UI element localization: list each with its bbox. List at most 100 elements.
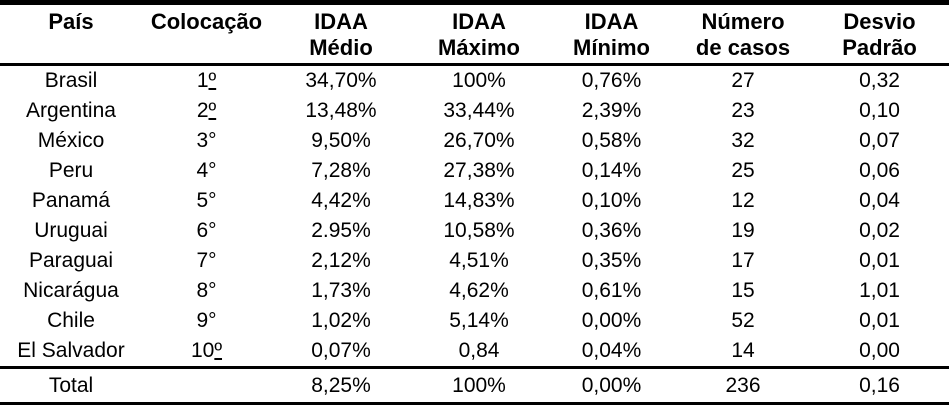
cell-idaa-minimo: 0,58% [581,129,642,152]
cell-desvio-padrao: 0,07 [859,129,900,152]
cell-idaa-medio: 34,70% [305,69,377,92]
total-colocacao [142,366,271,405]
table-row: Brasil 1º 34,70% 100% 0,76% 27 0,32 [0,65,949,97]
cell-numero-casos: 14 [731,339,755,362]
total-idaa-medio: 8,25% [271,366,411,405]
header-line: Colocação [150,9,263,34]
table-row: Panamá 5° 4,42% 14,83% 0,10% 12 0,04 [0,186,949,216]
header-line: Médio [309,35,373,60]
cell-numero-casos: 27 [731,69,755,92]
cell-numero-casos: 32 [731,129,755,152]
cell-colocacao: 3° [196,129,217,152]
cell-idaa-maximo: 0,84 [458,339,500,362]
cell-idaa-minimo: 0,00% [581,309,642,332]
table-row: Peru 4° 7,28% 27,38% 0,14% 25 0,06 [0,156,949,186]
total-idaa-minimo: 0,00% [547,366,676,405]
table-row: Uruguai 6° 2.95% 10,58% 0,36% 19 0,02 [0,216,949,246]
cell-idaa-medio: 1,73% [311,279,371,302]
table-row: Nicarágua 8° 1,73% 4,62% 0,61% 15 1,01 [0,276,949,306]
table-footer: Total 8,25% 100% 0,00% 236 0,16 [0,366,949,405]
cell-colocacao: 1º [196,69,217,92]
header-line: Mínimo [573,35,650,60]
cell-colocacao: 8° [196,279,217,302]
cell-desvio-padrao: 0,06 [859,159,900,182]
cell-numero-casos: 25 [731,159,755,182]
ordinal-indicator: º [214,339,223,362]
cell-idaa-maximo: 10,58% [443,219,515,242]
cell-idaa-maximo: 5,14% [449,309,509,332]
cell-numero-casos: 19 [731,219,755,242]
cell-idaa-maximo: 26,70% [443,129,515,152]
ordinal-indicator: º [208,69,217,92]
cell-desvio-padrao: 0,02 [859,219,900,242]
table-row: México 3° 9,50% 26,70% 0,58% 32 0,07 [0,126,949,156]
cell-idaa-medio: 2.95% [311,219,371,242]
cell-pais: Chile [47,309,95,332]
table-row: Argentina 2º 13,48% 33,44% 2,39% 23 0,10 [0,96,949,126]
cell-idaa-minimo: 0,14% [581,159,642,182]
cell-numero-casos: 12 [731,189,755,212]
cell-idaa-minimo: 0,10% [581,189,642,212]
column-header-numero-de-casos: Número de casos [676,2,810,66]
cell-idaa-maximo: 14,83% [443,189,515,212]
cell-pais: Argentina [26,99,116,122]
total-idaa-maximo: 100% [411,366,547,405]
cell-idaa-medio: 1,02% [311,309,371,332]
cell-idaa-maximo: 27,38% [443,159,515,182]
column-header-colocacao: Colocação [142,2,271,66]
cell-desvio-padrao: 0,04 [859,189,900,212]
total-label: Total [0,366,142,405]
cell-pais: México [37,129,105,152]
cell-idaa-medio: 0,07% [311,339,371,362]
total-desvio-padrao: 0,16 [810,366,949,405]
cell-colocacao: 7° [196,249,217,272]
header-row: País Colocação IDAA Médio IDAA Máximo ID… [0,2,949,66]
table-row: El Salvador 10º 0,07% 0,84 0,04% 14 0,00 [0,336,949,368]
table-body: Brasil 1º 34,70% 100% 0,76% 27 0,32 Arge… [0,65,949,368]
cell-idaa-maximo: 100% [452,69,506,92]
cell-colocacao: 5° [196,189,217,212]
cell-desvio-padrao: 0,01 [859,309,900,332]
total-numero-casos: 236 [676,366,810,405]
cell-desvio-padrao: 1,01 [859,279,900,302]
cell-idaa-minimo: 0,35% [581,249,642,272]
cell-colocacao: 9° [196,309,217,332]
cell-idaa-minimo: 2,39% [581,99,642,122]
ordinal-indicator: º [208,99,217,122]
cell-pais: Brasil [44,69,98,92]
cell-pais: Paraguai [28,249,114,272]
cell-colocacao: 10º [190,339,223,362]
cell-idaa-minimo: 0,76% [581,69,642,92]
cell-idaa-maximo: 33,44% [443,99,515,122]
cell-idaa-minimo: 0,04% [581,339,642,362]
header-line: Desvio [843,9,916,34]
column-header-idaa-minimo: IDAA Mínimo [547,2,676,66]
column-header-pais: País [0,2,142,66]
cell-colocacao: 6° [196,219,217,242]
cell-idaa-maximo: 4,51% [449,249,509,272]
cell-pais: Uruguai [34,219,108,242]
cell-idaa-minimo: 0,61% [581,279,642,302]
header-line: Padrão [842,35,917,60]
cell-pais: Panamá [31,189,111,212]
cell-idaa-medio: 2,12% [311,249,371,272]
table-row: Paraguai 7° 2,12% 4,51% 0,35% 17 0,01 [0,246,949,276]
cell-idaa-medio: 13,48% [305,99,377,122]
header-line [142,35,271,61]
cell-idaa-medio: 7,28% [311,159,371,182]
cell-numero-casos: 52 [731,309,755,332]
header-line: de casos [695,35,791,60]
column-header-desvio-padrao: Desvio Padrão [810,2,949,66]
header-line: País [48,9,94,34]
table-row-total: Total 8,25% 100% 0,00% 236 0,16 [0,366,949,405]
table-row: Chile 9° 1,02% 5,14% 0,00% 52 0,01 [0,306,949,336]
cell-colocacao: 2º [196,99,217,122]
cell-numero-casos: 15 [731,279,755,302]
cell-numero-casos: 23 [731,99,755,122]
header-line: Número [701,9,785,34]
cell-pais: El Salvador [17,339,125,362]
cell-idaa-maximo: 4,62% [449,279,509,302]
header-line: Máximo [438,35,520,60]
